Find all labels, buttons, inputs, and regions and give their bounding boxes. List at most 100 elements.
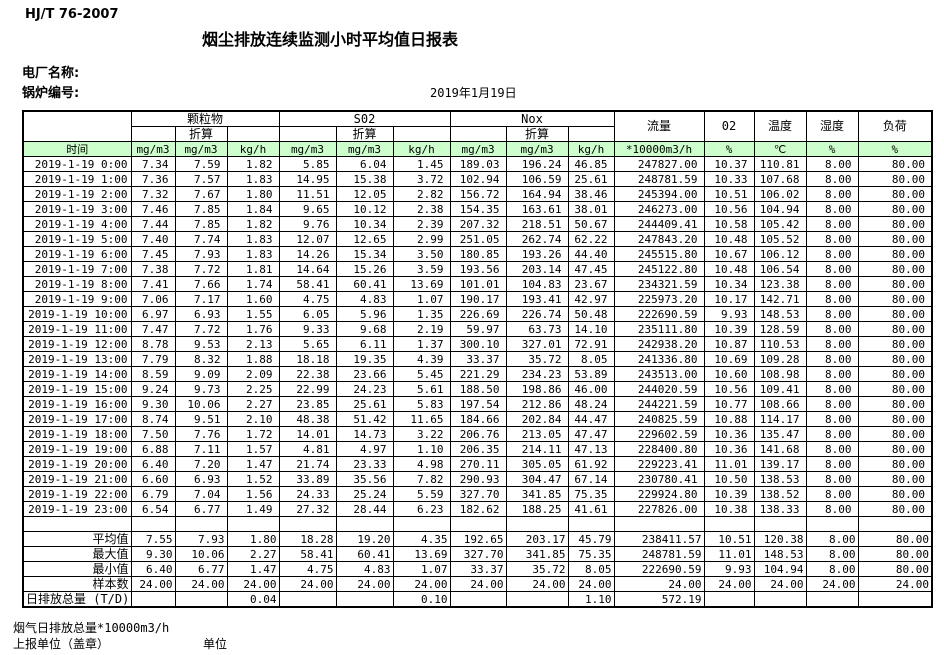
value-cell: 44.47 <box>567 411 615 427</box>
value-cell: 163.61 <box>505 201 569 217</box>
value-cell: 245515.80 <box>613 246 705 262</box>
value-cell: 6.97 <box>130 306 176 322</box>
value-cell: 6.79 <box>130 486 176 502</box>
value-cell: 7.46 <box>130 201 176 217</box>
value-cell: 225973.20 <box>613 291 705 307</box>
value-cell: 80.00 <box>857 306 933 322</box>
unit-header: ℃ <box>753 141 807 157</box>
unit-header: % <box>805 141 859 157</box>
value-cell: 80.00 <box>857 456 933 472</box>
value-cell: 218.51 <box>505 216 569 232</box>
value-cell: 244221.59 <box>613 396 705 412</box>
value-cell: 46.85 <box>567 156 615 172</box>
value-cell: 148.53 <box>753 546 807 562</box>
value-cell: 248781.59 <box>613 546 705 562</box>
value-cell <box>857 591 933 608</box>
value-cell: 7.57 <box>174 171 228 187</box>
value-cell: 15.38 <box>335 171 394 187</box>
value-cell: 214.11 <box>505 441 569 457</box>
value-cell: 7.41 <box>130 276 176 292</box>
value-cell: 8.05 <box>567 561 615 577</box>
value-cell: 24.00 <box>174 576 228 592</box>
time-cell: 2019-1-19 20:00 <box>22 456 132 472</box>
value-cell: 2.19 <box>392 321 451 337</box>
value-cell: 24.00 <box>567 576 615 592</box>
value-cell: 3.50 <box>392 246 451 262</box>
value-cell: 24.00 <box>392 576 451 592</box>
value-cell: 42.97 <box>567 291 615 307</box>
value-cell: 7.82 <box>392 471 451 487</box>
value-cell: 80.00 <box>857 336 933 352</box>
time-cell: 2019-1-19 3:00 <box>22 201 132 217</box>
doc-code: HJ/T 76-2007 <box>25 7 119 22</box>
value-cell: 104.94 <box>753 561 807 577</box>
time-cell: 2019-1-19 11:00 <box>22 321 132 337</box>
value-cell: 304.47 <box>505 471 569 487</box>
time-cell: 2019-1-19 1:00 <box>22 171 132 187</box>
value-cell: 207.32 <box>449 216 507 232</box>
value-cell: 120.38 <box>753 531 807 547</box>
value-cell: 8.00 <box>805 231 859 247</box>
spacer-cell <box>567 126 615 142</box>
value-cell: 192.65 <box>449 531 507 547</box>
value-cell: 193.56 <box>449 261 507 277</box>
value-cell: 1.37 <box>392 336 451 352</box>
value-cell: 1.35 <box>392 306 451 322</box>
monitoring-table: 颗粒物 S02 Nox 流量 02 温度 湿度 负荷 折算 折算 折算 <box>22 110 934 608</box>
value-cell: 12.05 <box>335 186 394 202</box>
value-cell: 241336.80 <box>613 351 705 367</box>
value-cell: 7.79 <box>130 351 176 367</box>
value-cell: 9.09 <box>174 366 228 382</box>
value-cell: 138.53 <box>753 471 807 487</box>
unit-header: kg/h <box>392 141 451 157</box>
table-row: 2019-1-19 0:00 7.34 7.59 1.82 5.85 6.04 1.45 18… <box>22 156 933 172</box>
value-cell: 8.00 <box>805 351 859 367</box>
value-cell: 244409.41 <box>613 216 705 232</box>
value-cell: 10.51 <box>703 531 755 547</box>
time-cell: 2019-1-19 15:00 <box>22 381 132 397</box>
value-cell: 1.47 <box>226 456 280 472</box>
value-cell: 1.88 <box>226 351 280 367</box>
value-cell: 228400.80 <box>613 441 705 457</box>
value-cell: 1.74 <box>226 276 280 292</box>
value-cell: 11.51 <box>278 186 337 202</box>
value-cell: 235111.80 <box>613 321 705 337</box>
value-cell: 10.60 <box>703 366 755 382</box>
table-row: 最小值 6.40 6.77 1.47 4.75 4.83 1.07 33.37 35.72 8.0… <box>22 561 933 577</box>
value-cell <box>753 591 807 608</box>
value-cell: 327.70 <box>449 546 507 562</box>
time-cell: 2019-1-19 22:00 <box>22 486 132 502</box>
value-cell <box>226 516 280 532</box>
value-cell: 7.93 <box>174 246 228 262</box>
value-cell: 21.74 <box>278 456 337 472</box>
value-cell: 196.24 <box>505 156 569 172</box>
summary-label: 样本数 <box>22 576 132 592</box>
value-cell: 10.38 <box>703 501 755 517</box>
time-cell: 2019-1-19 13:00 <box>22 351 132 367</box>
value-cell: 33.37 <box>449 561 507 577</box>
value-cell: 193.41 <box>505 291 569 307</box>
time-cell: 2019-1-19 4:00 <box>22 216 132 232</box>
table-row: 2019-1-19 8:00 7.41 7.66 1.74 58.41 60.41 13.6… <box>22 276 933 292</box>
value-cell: 135.47 <box>753 426 807 442</box>
value-cell: 227826.00 <box>613 501 705 517</box>
value-cell: 327.01 <box>505 336 569 352</box>
value-cell: 2.99 <box>392 231 451 247</box>
value-cell: 1.76 <box>226 321 280 337</box>
value-cell: 246273.00 <box>613 201 705 217</box>
value-cell: 4.75 <box>278 291 337 307</box>
time-cell: 2019-1-19 9:00 <box>22 291 132 307</box>
value-cell: 4.75 <box>278 561 337 577</box>
value-cell: 38.01 <box>567 201 615 217</box>
summary-label: 最大值 <box>22 546 132 562</box>
value-cell: 247843.20 <box>613 231 705 247</box>
value-cell <box>805 516 859 532</box>
value-cell: 8.00 <box>805 336 859 352</box>
value-cell: 9.53 <box>174 336 228 352</box>
value-cell: 1.80 <box>226 186 280 202</box>
value-cell: 9.51 <box>174 411 228 427</box>
value-cell: 9.30 <box>130 546 176 562</box>
value-cell: 2.39 <box>392 216 451 232</box>
value-cell: 67.14 <box>567 471 615 487</box>
value-cell: 5.96 <box>335 306 394 322</box>
